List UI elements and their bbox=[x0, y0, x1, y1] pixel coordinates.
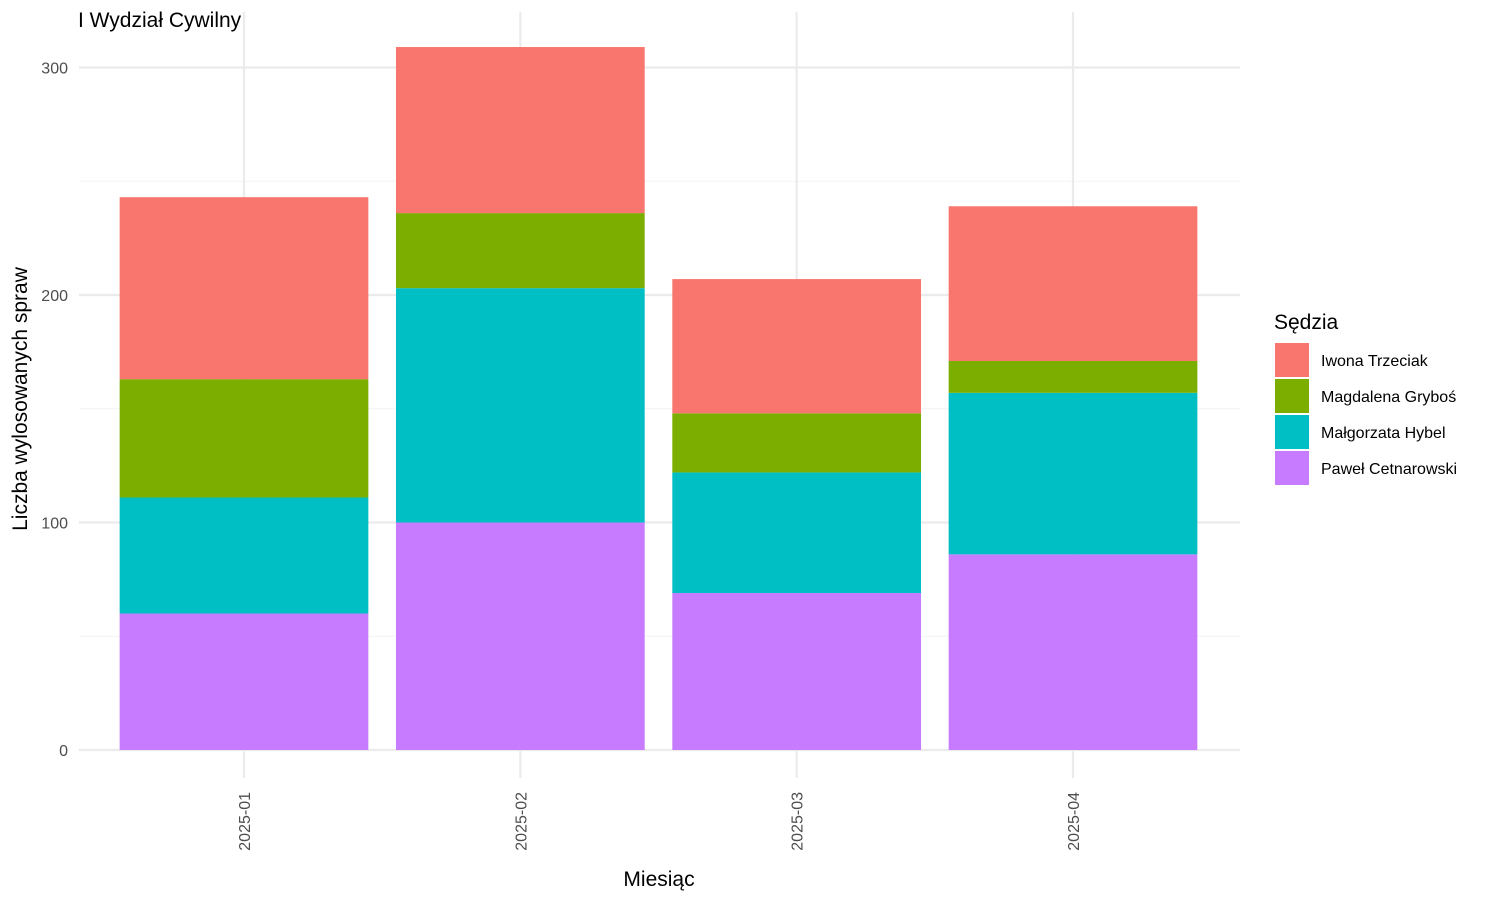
x-axis-title: Miesiąc bbox=[623, 868, 694, 891]
bar-segment bbox=[948, 392, 1198, 555]
x-tick-label: 2025-02 bbox=[513, 792, 530, 851]
legend-label: Iwona Trzeciak bbox=[1321, 353, 1429, 370]
bar-segment bbox=[119, 379, 369, 498]
bar-segment bbox=[395, 213, 645, 289]
y-tick-label: 200 bbox=[41, 288, 68, 305]
x-axis-ticks: 2025-01 2025-02 2025-03 2025-04 bbox=[237, 792, 1083, 851]
bar-segment bbox=[672, 472, 922, 594]
bars bbox=[119, 47, 1198, 750]
bar-segment bbox=[119, 197, 369, 380]
bar-segment bbox=[948, 554, 1198, 750]
y-tick-label: 300 bbox=[41, 61, 68, 78]
bar-segment bbox=[948, 360, 1198, 393]
y-tick-label: 100 bbox=[41, 516, 68, 533]
legend-title: Sędzia bbox=[1274, 311, 1339, 334]
legend-label: Paweł Cetnarowski bbox=[1321, 461, 1457, 478]
x-tick-label: 2025-03 bbox=[790, 792, 807, 851]
bar-segment bbox=[672, 279, 922, 414]
x-tick-label: 2025-01 bbox=[237, 792, 254, 851]
bar-segment bbox=[395, 522, 645, 750]
y-axis-ticks: 0 100 200 300 bbox=[41, 61, 68, 761]
bar-segment bbox=[672, 413, 922, 473]
bar-segment bbox=[395, 288, 645, 523]
legend-label: Małgorzata Hybel bbox=[1321, 425, 1446, 442]
bar-segment bbox=[119, 497, 369, 614]
legend-swatch bbox=[1275, 415, 1309, 449]
bar-segment bbox=[672, 593, 922, 750]
y-axis-title: Liczba wylosowanych spraw bbox=[9, 266, 32, 531]
bar-segment bbox=[395, 47, 645, 214]
bar-segment bbox=[119, 613, 369, 750]
legend-swatch bbox=[1275, 379, 1309, 413]
chart-title: I Wydział Cywilny bbox=[78, 9, 242, 32]
legend-swatch bbox=[1275, 343, 1309, 377]
legend: Sędzia Iwona Trzeciak Magdalena Gryboś Mał… bbox=[1274, 311, 1457, 485]
x-tick-label: 2025-04 bbox=[1066, 792, 1083, 851]
legend-swatch bbox=[1275, 451, 1309, 485]
y-tick-label: 0 bbox=[59, 743, 68, 760]
bar-segment bbox=[948, 206, 1198, 361]
legend-label: Magdalena Gryboś bbox=[1321, 389, 1456, 406]
